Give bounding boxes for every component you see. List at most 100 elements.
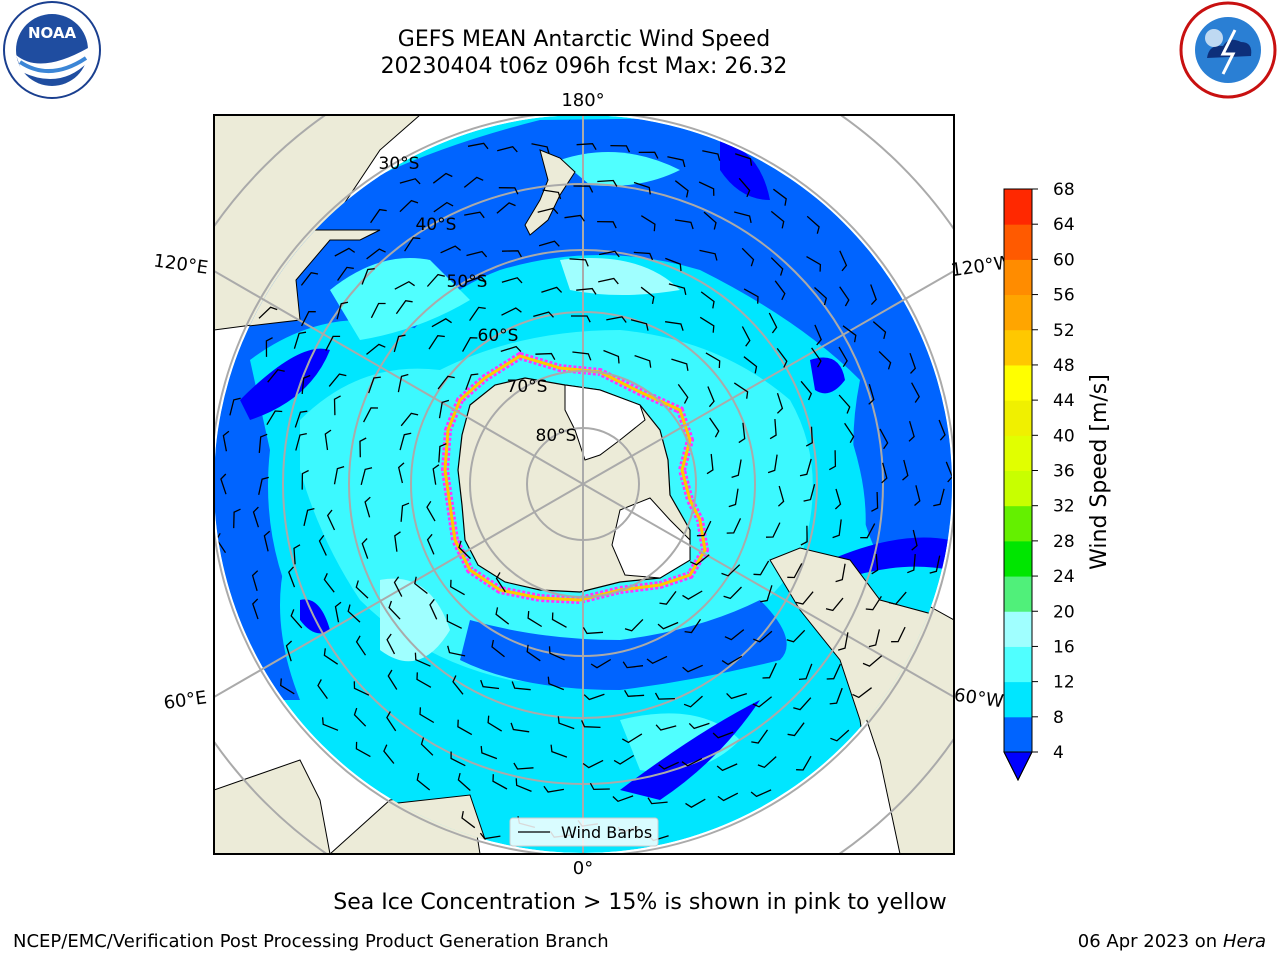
wind-barb [668, 283, 687, 296]
wind-barb [428, 335, 445, 350]
wind-barb [353, 681, 370, 696]
wind-barb [825, 597, 844, 612]
wind-barb [464, 211, 485, 219]
wind-barb [355, 580, 369, 599]
wind-barb [426, 500, 436, 522]
wind-barb [709, 417, 720, 438]
wind-barb [400, 412, 419, 427]
footer-machine: Hera [1222, 931, 1266, 952]
wind-barb [496, 202, 516, 214]
graticule [214, 115, 954, 854]
wind-barb [363, 407, 379, 423]
wind-barb [462, 337, 478, 352]
wind-barb [881, 462, 888, 484]
wind-barb [787, 563, 803, 579]
wind-barb [770, 210, 785, 229]
wind-barb [438, 443, 447, 463]
lat-label-50s: 50°S [447, 272, 488, 292]
wind-barb [733, 382, 749, 399]
wind-barb [908, 421, 915, 442]
wind-barb [461, 810, 476, 829]
wind-barb [681, 757, 703, 767]
wind-barb [288, 566, 296, 588]
wind-barb [572, 351, 592, 361]
wind-barb [658, 761, 679, 770]
wind-barb [394, 280, 415, 290]
wind-barb [479, 832, 501, 840]
wind-barb [293, 544, 301, 565]
colorbar-segment [1004, 681, 1032, 718]
wind-barb [438, 399, 450, 419]
wind-barb [467, 142, 489, 150]
wind-barb [800, 525, 808, 546]
wind-barb [868, 629, 881, 648]
wind-barb [852, 687, 872, 699]
wind-barb [334, 601, 342, 623]
wind-barb [684, 618, 702, 634]
colorbar-label: Wind Speed [m/s] [1087, 374, 1112, 570]
wind-barb [547, 676, 565, 691]
wind-barb [515, 778, 532, 793]
wind-barb [665, 321, 684, 331]
colorbar-segment [1004, 259, 1032, 296]
wind-barb [582, 759, 604, 769]
wind-barb [633, 251, 654, 261]
wind-barb [630, 319, 649, 331]
wind-barb [743, 288, 759, 304]
wind-barb [465, 276, 487, 283]
wind-barb [891, 626, 906, 643]
wind-barb [647, 797, 668, 805]
wind-barb [624, 618, 644, 632]
wind-barb [914, 485, 921, 506]
colorbar-tick-label: 40 [1053, 426, 1075, 446]
wind-barb [510, 722, 530, 733]
wind-barb [495, 607, 510, 625]
wind-barb [830, 729, 850, 742]
lat-label-30s: 30°S [379, 154, 420, 174]
wind-barb [793, 697, 812, 711]
wind-barb [699, 316, 715, 333]
wind-barb [753, 560, 770, 576]
wind-barb [752, 696, 773, 708]
wind-barb [726, 692, 747, 700]
wind-barb [323, 648, 339, 665]
colorbar-segment [1004, 611, 1032, 647]
wind-barb [721, 564, 741, 577]
wind-barb [606, 316, 627, 323]
wind-barb [492, 774, 508, 790]
wind-barb [450, 579, 465, 596]
wind-barb [426, 273, 445, 287]
antarctica [440, 351, 710, 605]
wind-barb [865, 595, 882, 611]
wind-barb [795, 591, 814, 605]
wind-barb [266, 410, 283, 426]
wind-barb [280, 678, 295, 695]
colorbar-tick-label: 68 [1053, 180, 1075, 200]
wind-barb [541, 286, 563, 293]
lon-label-0: 0° [573, 858, 593, 879]
wind-barb [394, 531, 401, 552]
wind-barb [760, 585, 773, 603]
colorbar-segment [1004, 716, 1032, 753]
wind-barb [334, 247, 356, 257]
wind-barb [657, 621, 679, 630]
colorbar-tick-label: 64 [1053, 215, 1075, 235]
wind-barb [774, 280, 786, 301]
wind-barb [762, 662, 777, 679]
wind-barb [551, 612, 567, 628]
wind-barb [386, 633, 396, 655]
wind-barb [495, 572, 506, 593]
colorbar-under-extension [1003, 751, 1033, 782]
colorbar-segment [1004, 400, 1032, 436]
wind-barb [440, 245, 462, 254]
wind-barb [290, 609, 303, 629]
wind-barb [569, 258, 589, 267]
noaa-logo-text: NOAA [28, 24, 77, 42]
sea-ice-caption: Sea Ice Concentration > 15% is shown in … [333, 890, 947, 915]
wind-barb [395, 299, 413, 315]
wind-barb [796, 755, 812, 771]
wind-barb [416, 672, 432, 688]
wind-barb [263, 530, 271, 552]
wind-barb [589, 782, 610, 791]
wind-barb [805, 426, 813, 447]
